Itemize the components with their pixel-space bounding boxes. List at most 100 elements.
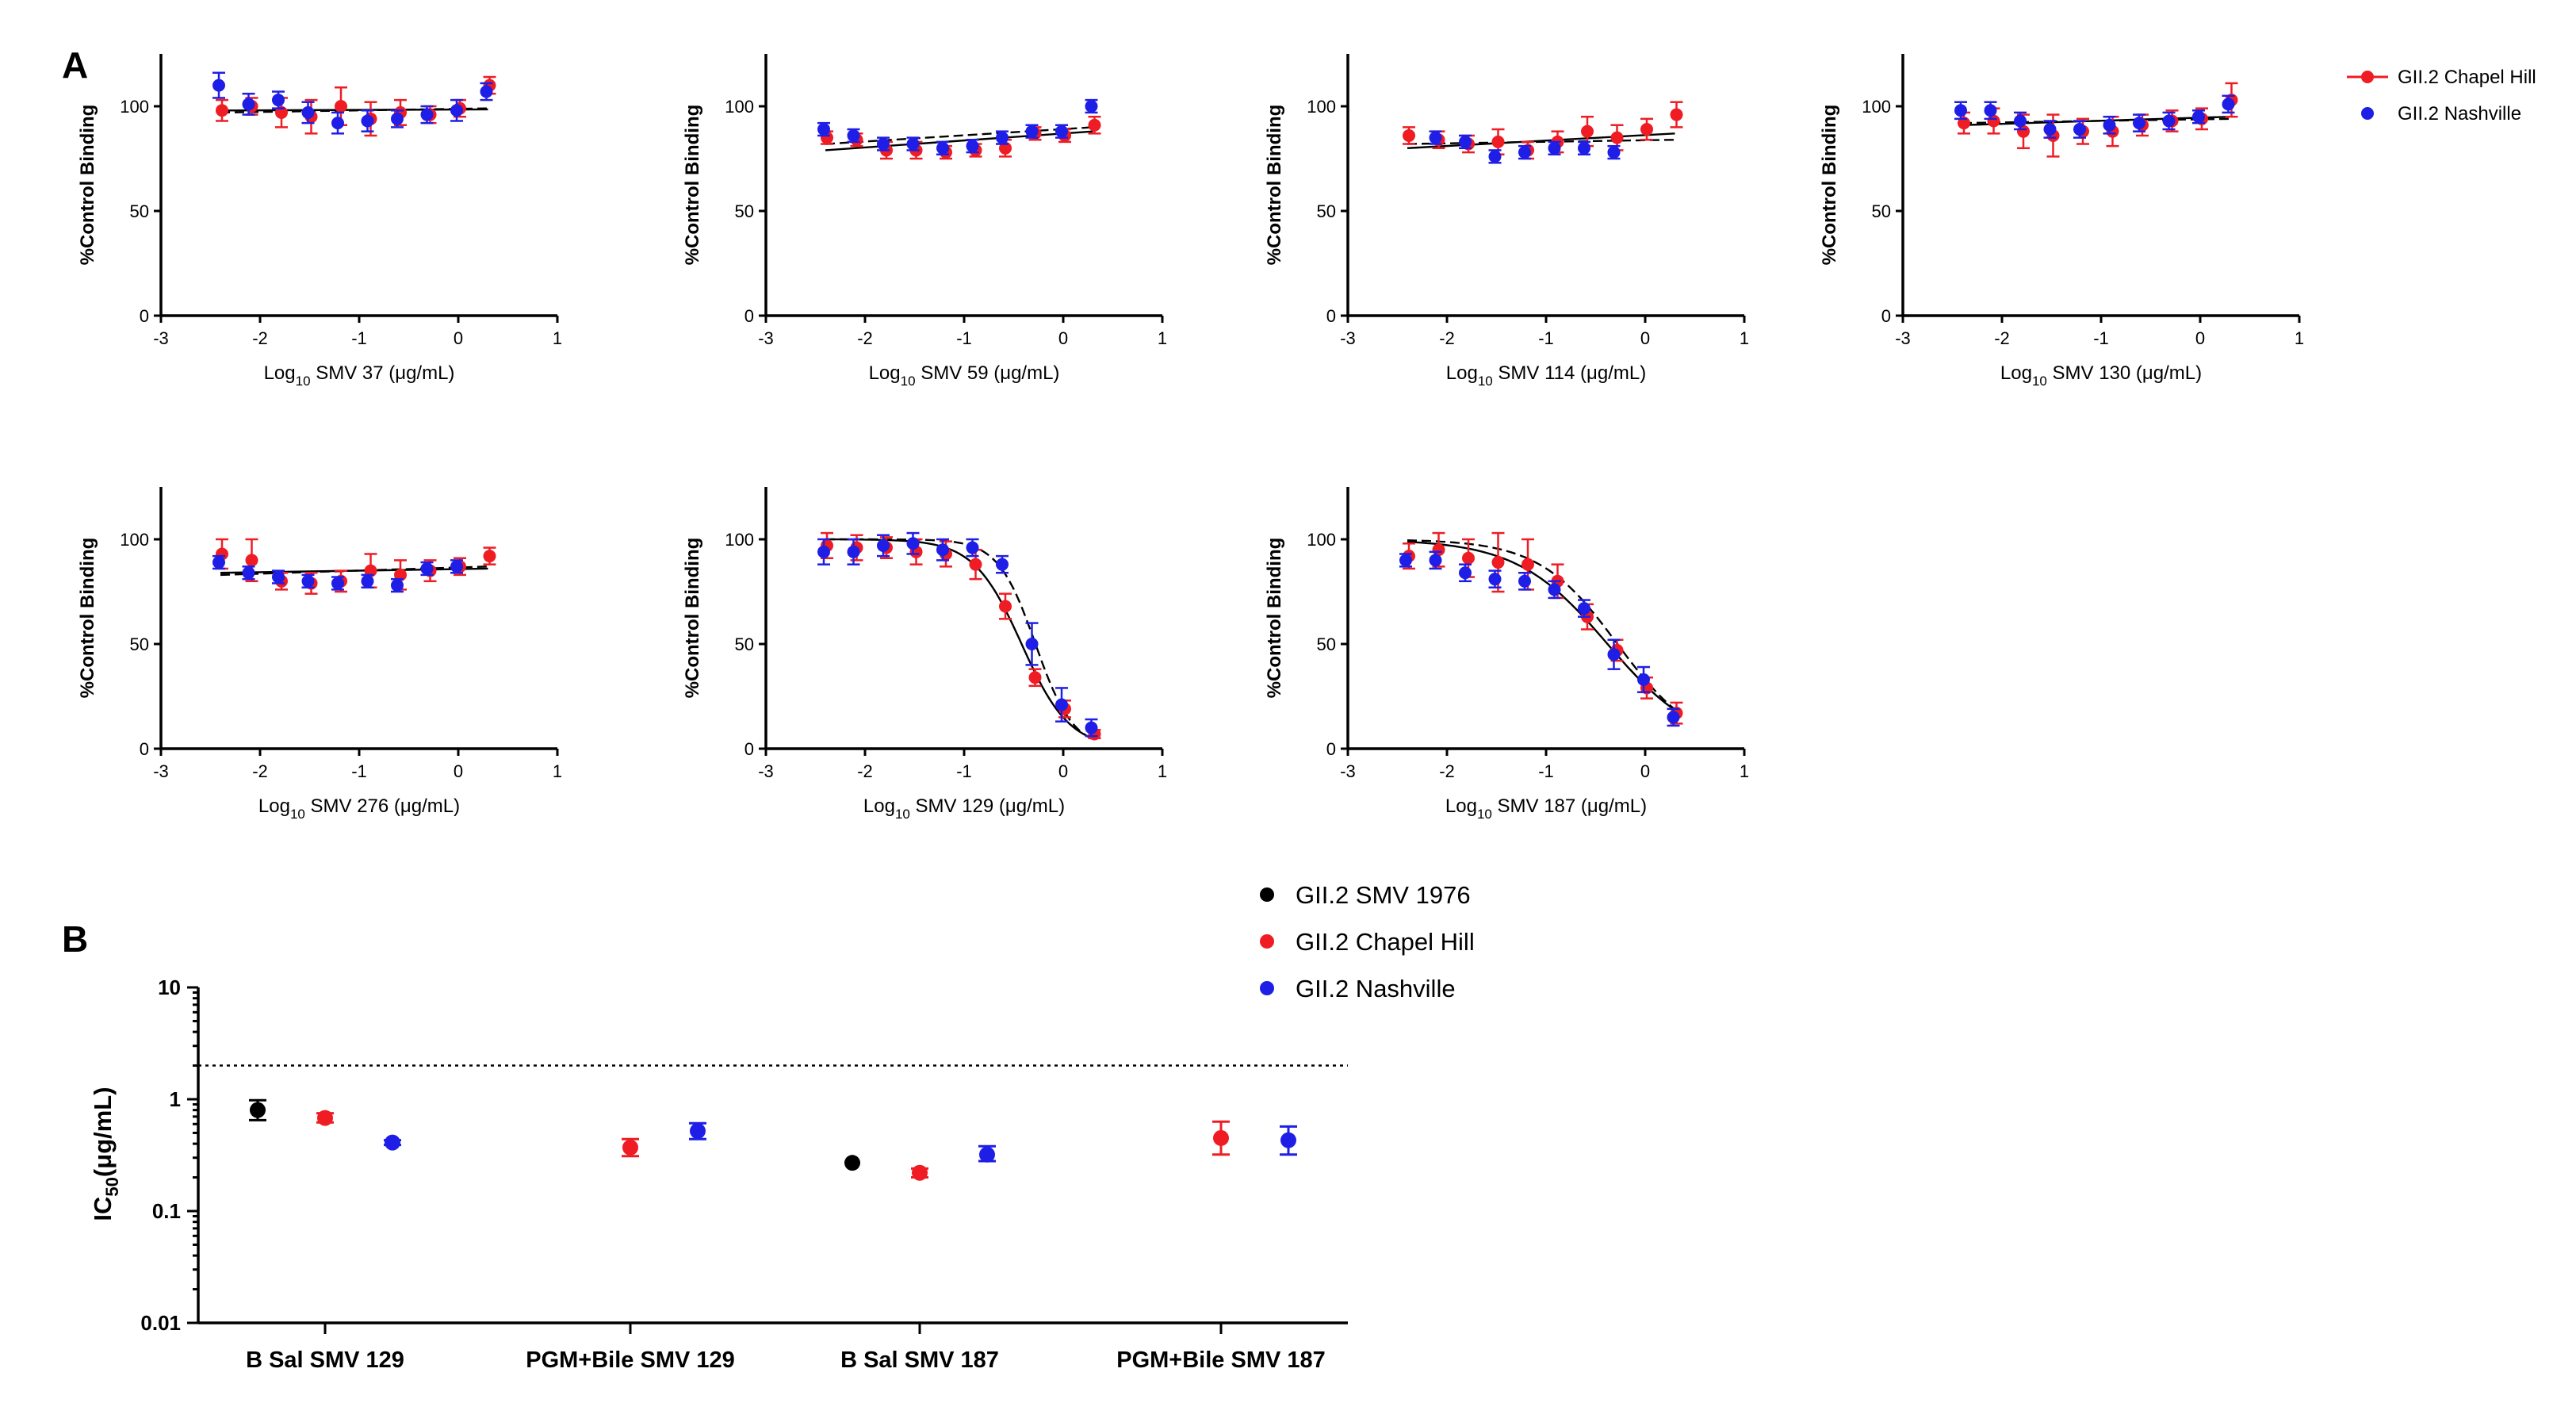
y-tick-label: 50 [735,634,754,654]
data-point-nashville [331,117,344,130]
x-axis-label: Log10 SMV 130 (μg/mL) [2000,362,2202,389]
data-point-nashville [877,137,890,151]
x-tick-label: 0 [1058,328,1068,348]
y-tick-label: 50 [130,201,149,221]
x-axis-label: Log10 SMV 276 (μg/mL) [258,795,460,822]
data-point-chapel-hill [394,568,407,581]
x-axis-label: Log10 SMV 114 (μg/mL) [1446,362,1646,389]
data-point-nashville [2222,98,2235,111]
data-point-nashville [996,131,1009,144]
data-point-nashville [301,574,315,588]
data-point-nashville [1578,141,1590,155]
x-tick-label: -1 [2093,328,2109,348]
x-tick-label: 1 [2295,328,2304,348]
data-point-chapel-hill [335,100,347,113]
x-tick-label: 0 [1640,328,1650,348]
data-point-nashville [2192,110,2205,124]
y-tick-label: 50 [130,634,149,654]
data-point-nashville [1055,698,1068,711]
data-point-nashville [2073,123,2086,136]
ic50-point [1213,1129,1229,1146]
ic50-point [1280,1132,1296,1148]
plot-smv37: -3 -2 -1 0 1 0 50 100 %Control Binding Log10 SMV … [77,54,562,389]
data-point-nashville [242,566,255,580]
data-point-nashville [996,558,1009,571]
x-tick-label: 1 [553,761,562,781]
data-point-nashville [1954,104,1967,117]
fit-curve [1407,139,1675,145]
data-point-nashville [2162,114,2176,128]
x-tick-label: -1 [351,328,367,348]
x-category-label: PGM+Bile SMV 187 [1116,1347,1326,1373]
data-point-chapel-hill [1088,118,1101,132]
x-tick-label: -3 [153,761,169,781]
x-tick-label: -3 [153,328,169,348]
x-tick-label: -2 [1439,328,1455,348]
y-tick-label: 100 [725,97,754,117]
x-tick-label: 0 [1058,761,1068,781]
x-tick-label: -1 [956,761,972,781]
data-point-chapel-hill [1581,125,1594,138]
y-tick-label: 0 [1881,306,1891,326]
y-axis-label: %Control Binding [1264,105,1285,266]
x-tick-label: -1 [1538,761,1554,781]
data-point-nashville [906,537,920,550]
data-point-chapel-hill [245,554,258,567]
data-point-nashville [331,577,344,590]
x-tick-label: -2 [252,328,268,348]
legend-label-chapel-hill-b: GII.2 Chapel Hill [1296,928,1475,956]
x-tick-label: 0 [454,761,463,781]
fit-curve [825,538,1094,741]
legend-marker-nashville [2361,107,2374,120]
x-axis-label: Log10 SMV 59 (μg/mL) [869,362,1060,389]
fit-curve [1407,540,1676,711]
x-tick-label: -3 [1340,761,1356,781]
plot-smv187: -3 -2 -1 0 1 0 50 100 %Control Binding Log10 SMV … [1264,487,1749,822]
y-tick-label: 100 [120,97,149,117]
ic50-point [979,1146,995,1163]
y-tick-label: 0.01 [140,1311,181,1335]
data-point-nashville [906,137,920,151]
fit-curve [825,130,1093,151]
data-point-nashville [272,94,285,107]
y-tick-label: 50 [1317,634,1336,654]
data-point-nashville [420,108,434,121]
y-tick-label: 100 [1307,530,1336,550]
data-point-chapel-hill [1521,558,1534,571]
y-tick-label: 0 [140,306,149,326]
x-tick-label: -2 [252,761,268,781]
data-point-nashville [936,141,949,155]
data-point-chapel-hill [1028,671,1042,684]
y-tick-label: 0.1 [152,1199,181,1223]
legend-marker-nashville-b [1260,981,1274,995]
fit-curve [825,126,1093,145]
plot-smv130: -3 -2 -1 0 1 0 50 100 %Control Binding Log10 SMV … [1819,54,2304,389]
data-point-chapel-hill [483,550,496,563]
data-point-nashville [966,541,979,554]
y-tick-label: 0 [1326,306,1336,326]
data-point-nashville [817,545,830,558]
y-tick-label: 0 [744,739,754,759]
y-tick-label: 0 [140,739,149,759]
x-axis-label: Log10 SMV 187 (μg/mL) [1445,795,1647,822]
plot-smv59: -3 -2 -1 0 1 0 50 100 %Control Binding Log10 SMV … [682,54,1167,389]
data-point-nashville [1055,125,1068,138]
x-tick-label: 0 [2195,328,2205,348]
y-tick-label: 0 [1326,739,1336,759]
y-tick-label: 50 [1317,201,1336,221]
data-point-nashville [1025,638,1039,650]
data-point-nashville [1607,146,1621,159]
legend-marker-smv1976 [1260,887,1274,902]
data-point-chapel-hill [1610,131,1624,144]
ic50-point [912,1164,928,1181]
x-category-label: B Sal SMV 129 [246,1347,404,1373]
data-point-nashville [966,140,979,153]
y-axis-label: IC50(μg/mL) [89,1087,122,1221]
data-point-nashville [242,98,255,111]
y-axis-label: %Control Binding [77,538,98,699]
data-point-nashville [1548,583,1561,596]
legend-panel-b: GII.2 SMV 1976 GII.2 Chapel Hill GII.2 N… [1260,881,1475,1002]
data-point-chapel-hill [1640,123,1653,136]
x-tick-label: 1 [1740,761,1749,781]
